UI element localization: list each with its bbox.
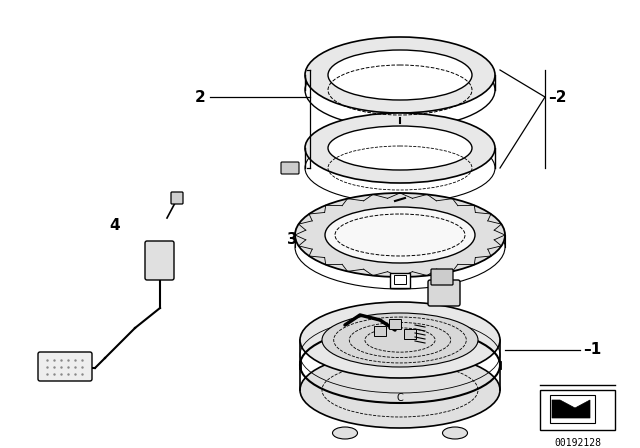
Ellipse shape	[325, 207, 475, 263]
Ellipse shape	[328, 126, 472, 170]
FancyBboxPatch shape	[374, 326, 386, 336]
FancyBboxPatch shape	[145, 241, 174, 280]
Bar	[540, 390, 615, 430]
Ellipse shape	[322, 313, 478, 367]
Polygon shape	[552, 400, 590, 418]
Text: 4: 4	[109, 217, 120, 233]
FancyBboxPatch shape	[404, 329, 416, 339]
Text: C: C	[397, 393, 403, 403]
Ellipse shape	[300, 302, 500, 378]
Ellipse shape	[295, 193, 505, 277]
Ellipse shape	[442, 427, 467, 439]
FancyBboxPatch shape	[281, 162, 299, 174]
FancyBboxPatch shape	[550, 395, 595, 423]
Ellipse shape	[305, 113, 495, 183]
FancyBboxPatch shape	[431, 269, 453, 285]
FancyBboxPatch shape	[389, 319, 401, 329]
Ellipse shape	[333, 427, 358, 439]
Ellipse shape	[328, 50, 472, 100]
Text: 00192128: 00192128	[554, 438, 601, 448]
Text: 3: 3	[287, 233, 298, 247]
Bar	[390, 273, 410, 288]
FancyBboxPatch shape	[38, 352, 92, 381]
Bar	[394, 275, 406, 284]
FancyBboxPatch shape	[171, 192, 183, 204]
Text: 2: 2	[195, 90, 205, 104]
Text: –2: –2	[548, 90, 566, 104]
Ellipse shape	[305, 37, 495, 113]
Text: –1: –1	[583, 343, 601, 358]
FancyBboxPatch shape	[428, 280, 460, 306]
Ellipse shape	[300, 352, 500, 428]
